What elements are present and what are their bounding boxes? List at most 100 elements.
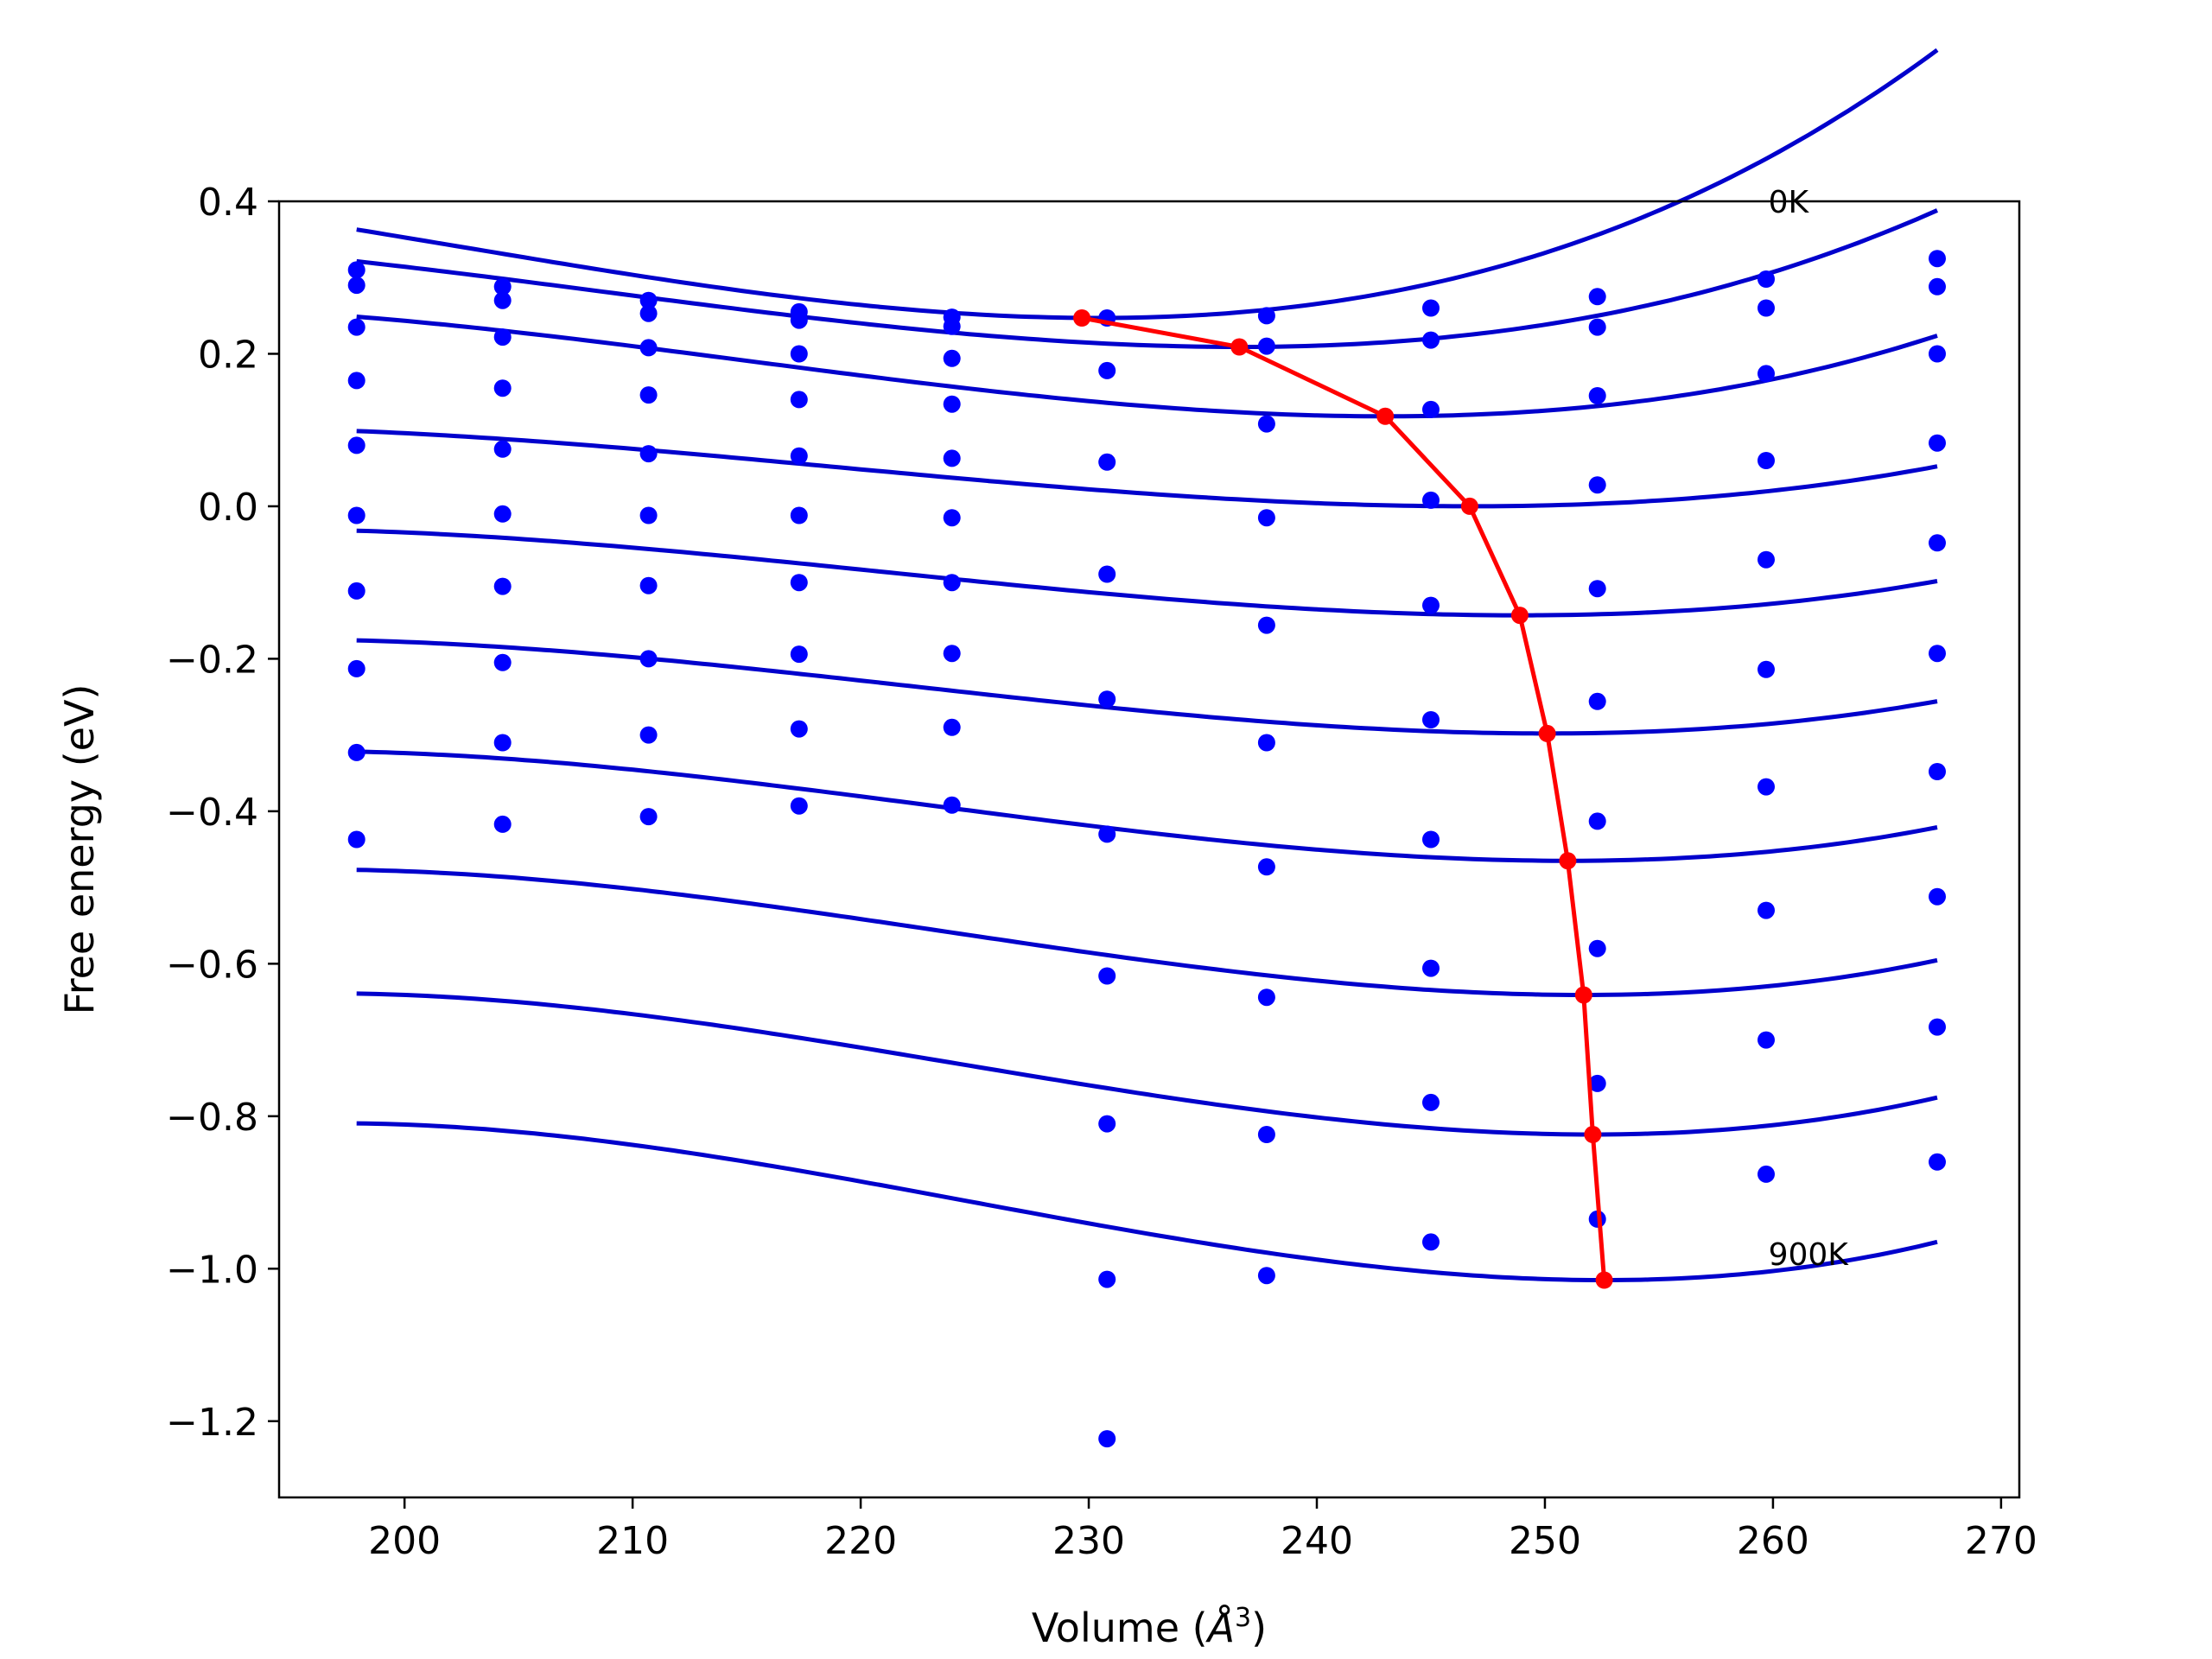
plot-area xyxy=(279,201,2019,1497)
fit-curve xyxy=(356,429,1938,509)
data-point xyxy=(1588,939,1606,957)
data-point xyxy=(1588,692,1606,710)
data-point xyxy=(639,445,658,463)
x-tick-label: 250 xyxy=(1509,1519,1581,1563)
fit-curve xyxy=(356,991,1938,1137)
data-point xyxy=(1422,1093,1440,1111)
data-point xyxy=(347,582,365,600)
data-point xyxy=(943,645,961,663)
fit-curve xyxy=(356,315,1938,419)
fit-curve xyxy=(356,749,1938,863)
data-point xyxy=(347,830,365,849)
data-point xyxy=(943,395,961,413)
fit-curve xyxy=(356,208,1938,349)
minimum-point xyxy=(1584,1126,1602,1143)
data-point xyxy=(1758,550,1775,569)
data-point xyxy=(1758,1031,1775,1049)
data-point xyxy=(639,650,658,668)
x-axis-label: Volume (Å3) xyxy=(1032,1603,1267,1651)
fit-curve xyxy=(356,868,1938,997)
minimum-point xyxy=(1460,497,1478,515)
data-point xyxy=(1257,1267,1275,1285)
data-point xyxy=(1758,299,1775,317)
y-tick-label: −0.6 xyxy=(166,943,258,987)
data-point xyxy=(1588,580,1606,598)
data-point xyxy=(493,277,512,296)
data-point xyxy=(943,718,961,736)
data-point xyxy=(1588,387,1606,404)
data-point xyxy=(347,436,365,454)
y-tick-label: 0.4 xyxy=(198,181,258,225)
data-point xyxy=(493,734,512,752)
data-point xyxy=(1257,509,1275,527)
x-tick-label: 210 xyxy=(596,1519,669,1563)
data-point xyxy=(1422,711,1440,728)
minimum-point xyxy=(1559,852,1577,870)
data-point xyxy=(790,391,808,409)
data-point xyxy=(1929,887,1946,906)
data-point xyxy=(1098,967,1116,985)
fit-curve xyxy=(356,638,1938,736)
data-point xyxy=(790,645,808,664)
plot-frame xyxy=(277,200,2021,1499)
y-tick-label: 0.0 xyxy=(198,486,258,530)
minimum-point xyxy=(1230,338,1249,356)
data-point xyxy=(1257,734,1275,752)
data-point xyxy=(1098,453,1116,471)
temperature-annotation: 0K xyxy=(1769,185,1810,220)
data-point xyxy=(1422,596,1440,614)
data-point xyxy=(639,576,658,594)
data-point xyxy=(1422,299,1440,317)
data-point xyxy=(1422,959,1440,977)
data-point xyxy=(1929,345,1946,363)
data-point xyxy=(347,372,365,390)
data-points xyxy=(347,250,1946,1448)
data-point xyxy=(1257,616,1275,634)
data-point xyxy=(790,311,808,329)
data-point xyxy=(1929,763,1946,780)
data-point xyxy=(1588,318,1606,336)
data-point xyxy=(790,797,808,815)
data-point xyxy=(639,386,658,404)
x-tick-label: 240 xyxy=(1281,1519,1353,1563)
data-point xyxy=(1588,812,1606,830)
data-point xyxy=(1929,434,1946,452)
data-point xyxy=(347,743,365,761)
data-point xyxy=(1588,288,1606,306)
data-point xyxy=(1257,1126,1275,1143)
data-point xyxy=(1758,660,1775,678)
data-point xyxy=(493,577,512,595)
data-point xyxy=(1758,901,1775,919)
data-point xyxy=(1257,988,1275,1007)
data-point xyxy=(347,506,365,524)
data-point xyxy=(1257,858,1275,876)
y-tick-label: −1.0 xyxy=(166,1248,258,1292)
data-point xyxy=(1758,778,1775,796)
minimum-point xyxy=(1538,724,1556,742)
fit-curves xyxy=(356,48,1939,1282)
data-point xyxy=(1098,361,1116,379)
data-point xyxy=(1758,452,1775,469)
data-point xyxy=(943,317,961,335)
data-point xyxy=(493,379,512,397)
data-point xyxy=(1929,1153,1946,1171)
data-point xyxy=(347,261,365,279)
y-tick-label: −1.2 xyxy=(166,1401,258,1445)
fit-curve xyxy=(356,528,1938,618)
data-point xyxy=(639,808,658,826)
data-point xyxy=(1758,1165,1775,1183)
data-point xyxy=(639,339,658,357)
data-point xyxy=(1422,830,1440,849)
y-axis-label: Free energy (eV) xyxy=(56,684,103,1015)
data-point xyxy=(1098,690,1116,709)
data-point xyxy=(1098,1430,1116,1448)
temperature-annotation: 900K xyxy=(1769,1237,1850,1273)
data-point xyxy=(1257,307,1275,325)
x-tick-label: 200 xyxy=(368,1519,441,1563)
data-point xyxy=(347,659,365,677)
fit-curve xyxy=(356,48,1939,321)
x-tick-label: 230 xyxy=(1052,1519,1125,1563)
data-point xyxy=(1098,1115,1116,1133)
data-point xyxy=(493,440,512,458)
